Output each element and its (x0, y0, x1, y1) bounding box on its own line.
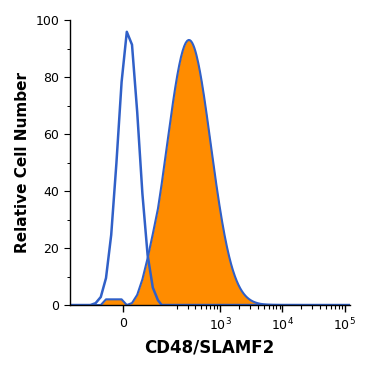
X-axis label: CD48/SLAMF2: CD48/SLAMF2 (145, 339, 275, 357)
Y-axis label: Relative Cell Number: Relative Cell Number (15, 72, 30, 253)
